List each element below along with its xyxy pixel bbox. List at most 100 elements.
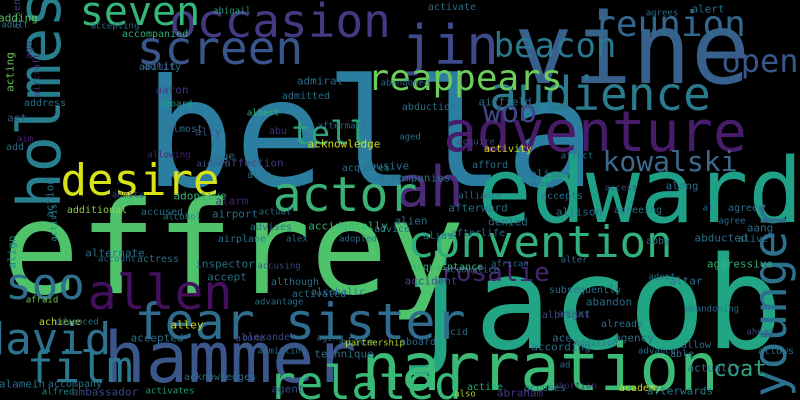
cloud-word: acid [443,327,469,338]
cloud-word: partnership [345,338,405,349]
cloud-word: aim [16,134,34,145]
cloud-word: abe [215,149,235,163]
cloud-word: aggressive [706,257,774,271]
cloud-word: narration [361,329,719,400]
cloud-word: activity [483,144,533,155]
cloud-word: ambassador [71,385,139,399]
cloud-word: agreed [727,203,765,214]
cloud-word: alliance [458,191,502,202]
cloud-word: aang [746,221,774,235]
cloud-word: allowing [147,150,191,161]
cloud-word: acquire [457,137,495,148]
cloud-word: accompanied [121,29,189,40]
cloud-word: abby [645,236,671,247]
cloud-word: abduction [401,102,457,113]
cloud-word: airport [211,207,259,221]
cloud-word: jeffrey [0,175,465,324]
cloud-word: alamein [0,377,46,391]
cloud-word: abbey [528,179,556,190]
cloud-word: allen [87,265,233,321]
cloud-word: allow [680,340,712,351]
cloud-word: adding [0,11,38,25]
cloud-word: accompany [47,379,103,390]
cloud-word: actually [687,361,741,375]
cloud-word: abandoning [684,304,740,315]
cloud-word: adult [1,20,29,31]
cloud-word: aftermath [317,121,367,132]
cloud-word: achieve [38,317,82,328]
cloud-word: abu [268,126,288,137]
cloud-word: agrees [645,8,679,19]
cloud-word: almost [166,124,204,135]
cloud-word: accident [404,274,458,288]
cloud-word: alley [170,318,204,332]
cloud-word: alex [286,234,308,245]
cloud-word: beacon [493,26,617,66]
cloud-word: allison [555,205,603,219]
cloud-word: admiral [296,74,344,88]
cloud-word: afraid [25,295,59,306]
cloud-word: subsequently [548,285,622,296]
cloud-word: reappears [367,58,563,99]
cloud-word: bella [144,48,596,222]
cloud-word: agency [614,331,654,345]
cloud-word: abraham [496,386,544,400]
cloud-word: activist [49,198,60,242]
cloud-word: david [0,314,112,365]
cloud-word: ally [194,125,222,139]
cloud-word: denied [488,215,528,229]
cloud-word: inspector [195,257,255,271]
cloud-word: alter [560,255,588,266]
cloud-word: airfield [478,95,532,109]
cloud-word: advance [638,346,676,357]
cloud-word: alison [530,167,570,181]
cloud-word: agreeing [613,205,663,216]
cloud-word: affection [224,156,284,170]
cloud-word: admitted [281,91,331,102]
cloud-word: jin [401,14,499,77]
cloud-word: afterwards [646,384,714,398]
cloud-word: reunion [594,4,746,45]
cloud-word: acquires [341,163,391,174]
cloud-word: advice [373,224,411,235]
cloud-word: acquaintance [410,262,484,273]
cloud-word: actress [136,254,180,265]
cloud-word: ace [552,331,572,345]
cloud-word: abandoned [380,78,430,89]
cloud-word: add [5,142,25,153]
cloud-word: abducted [694,231,748,245]
cloud-word: alternate [85,246,145,260]
cloud-word: agent [271,382,305,396]
cloud-word: alfred [41,387,75,398]
cloud-word: aaron [155,83,189,97]
cloud-word: afterward [448,201,508,215]
cloud-word: aircraft [32,53,43,97]
cloud-word: additional [66,205,128,216]
cloud-word: addition [574,338,618,349]
cloud-word: accused [140,207,184,218]
cloud-word: jacob [397,230,783,379]
cloud-word: also [454,389,476,400]
cloud-word: abusive [362,159,410,173]
cloud-word: adopt [648,272,676,283]
cloud-word: accidentally [308,219,388,233]
cloud-word: ah [396,155,464,220]
cloud-word: kowalski [602,145,738,178]
cloud-word: alert [691,2,725,16]
cloud-word: ahead [746,327,774,338]
cloud-word: alarm [215,194,249,208]
cloud-word: related [268,356,462,400]
cloud-word: although [270,277,320,288]
cloud-word: aboard [399,337,437,348]
cloud-word: alias [422,231,454,242]
cloud-word: rosalie [440,258,550,288]
cloud-word: along [665,179,699,193]
cloud-word: aboard [159,99,193,110]
cloud-word: allows [757,346,795,357]
cloud-word: vine [513,0,751,107]
cloud-word: alexander [241,332,297,343]
cloud-word: adoptive [173,189,227,203]
cloud-word: desire [60,155,220,206]
cloud-word: soo [5,259,85,310]
